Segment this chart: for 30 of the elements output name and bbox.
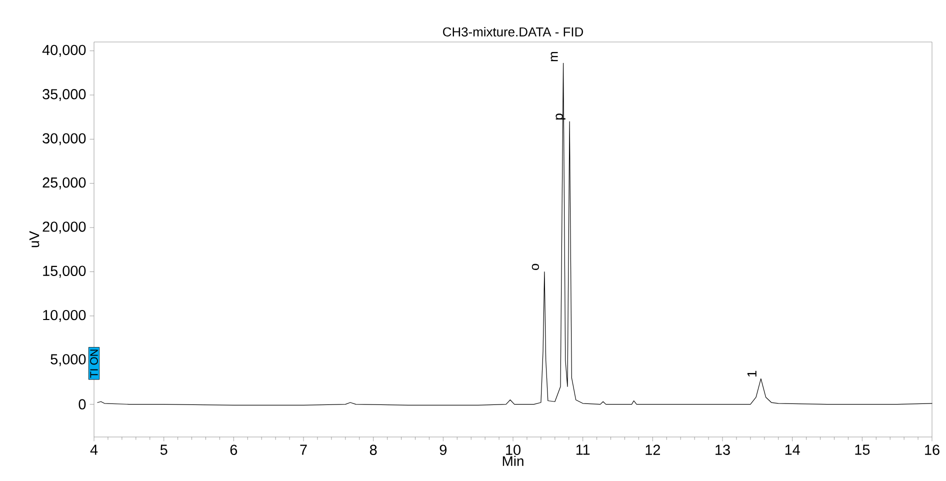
x-tick-label: 15 xyxy=(855,444,870,455)
y-tick-label: 40,000 xyxy=(42,44,86,57)
y-tick-label: 0 xyxy=(78,399,86,410)
annotation: 1 xyxy=(747,370,756,376)
x-tick-label: 12 xyxy=(646,444,660,455)
annotation: TI ON xyxy=(90,350,98,378)
y-tick-label: 20,000 xyxy=(42,222,86,234)
x-tick-label: 16 xyxy=(925,444,940,455)
y-tick-label: 5,000 xyxy=(50,354,86,366)
x-tick-label: 4 xyxy=(90,444,98,455)
x-tick-label: 10 xyxy=(506,444,520,455)
x-tick-label: 13 xyxy=(716,444,730,455)
x-tick-label: 8 xyxy=(370,444,377,455)
annotation: o xyxy=(532,264,539,270)
y-tick-label: 10,000 xyxy=(43,310,86,322)
y-tick-label: 35,000 xyxy=(42,89,86,101)
y-axis-title: uV xyxy=(29,231,40,248)
x-tick-label: 5 xyxy=(160,444,168,455)
x-tick-label: 11 xyxy=(576,444,590,455)
annotation: m xyxy=(550,52,558,62)
x-tick-label: 7 xyxy=(300,444,307,455)
x-tick-label: 6 xyxy=(230,444,238,455)
x-axis-title: Min xyxy=(502,456,524,466)
chart-title: CH3-mixture.DATA - FID xyxy=(443,26,584,36)
annotation: p xyxy=(556,114,566,120)
y-tick-label: 30,000 xyxy=(42,133,86,146)
y-tick-label: 25,000 xyxy=(42,177,86,190)
x-tick-label: 9 xyxy=(440,444,447,455)
y-tick-label: 15,000 xyxy=(43,266,86,278)
x-tick-label: 14 xyxy=(785,444,800,455)
